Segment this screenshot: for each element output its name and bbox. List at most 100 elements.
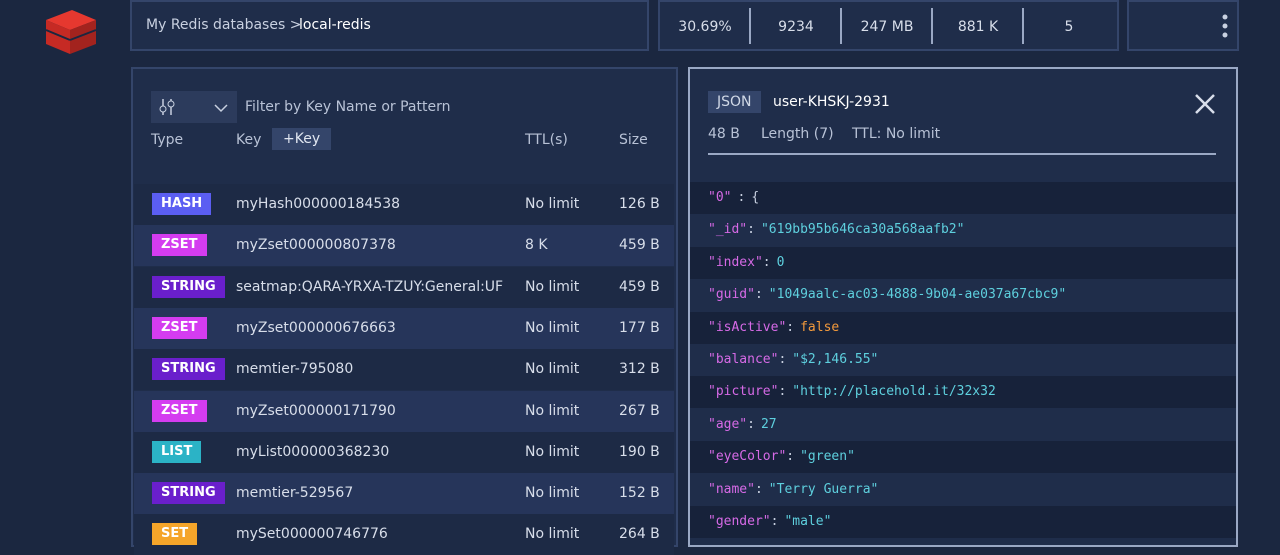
key-name: myZset000000676663 — [236, 319, 396, 336]
json-line: "_id": "619bb95b646ca30a568aafb2" — [690, 214, 1236, 247]
json-separator: : — [737, 190, 746, 205]
key-name: myList000000368230 — [236, 443, 390, 460]
type-badge: LIST — [152, 440, 202, 463]
key-row[interactable]: HASH myHash000000184538 No limit 126 B — [134, 184, 674, 225]
json-line: "eyeColor": "green" — [690, 441, 1236, 474]
key-row[interactable]: ZSET myZset000000676663 No limit 177 B — [134, 307, 674, 349]
breadcrumb-current: local-redis — [299, 17, 371, 33]
key-name: user-KHSKJ-2931 — [773, 94, 890, 110]
stat: 5 — [1064, 19, 1074, 35]
json-separator: : — [778, 352, 787, 367]
key-row[interactable]: STRING memtier-529567 No limit 152 B — [134, 473, 674, 515]
size: 264 B — [619, 526, 660, 543]
stat: 30.69% — [678, 19, 732, 35]
filter-input[interactable]: Filter by Key Name or Pattern — [245, 99, 451, 115]
header-key[interactable]: Key — [236, 132, 262, 148]
json-separator: : — [786, 449, 795, 465]
type-badge: STRING — [152, 358, 225, 381]
breadcrumb-parent[interactable]: My Redis databases > — [146, 17, 302, 33]
type-badge: ZSET — [152, 399, 207, 422]
key-name: myHash000000184538 — [236, 196, 401, 212]
json-key: "age" — [708, 416, 748, 432]
header-type[interactable]: Type — [151, 132, 184, 148]
json-value: "male" — [784, 514, 832, 529]
ttl: No limit — [525, 278, 580, 295]
json-key: "eyeColor" — [708, 449, 787, 465]
stat: 247 MB — [860, 19, 914, 35]
size: 190 B — [619, 443, 660, 460]
json-separator: : — [770, 514, 779, 529]
json-line: "0": { — [690, 182, 1236, 214]
stat-divider — [749, 8, 751, 44]
ttl: No limit — [525, 443, 580, 460]
type-badge: SET — [152, 523, 198, 546]
key-name: myZset000000171790 — [236, 402, 396, 419]
add-key-button[interactable]: +Key — [272, 128, 332, 150]
type-badge: ZSET — [152, 316, 207, 339]
key-row[interactable]: ZSET myZset000000171790 No limit 267 B — [134, 390, 674, 432]
header-ttl[interactable]: TTL(s) — [525, 132, 568, 148]
json-line: "name": "Terry Guerra" — [690, 473, 1236, 506]
size: 126 B — [619, 196, 660, 212]
json-value: "green" — [800, 449, 855, 465]
key-name: seatmap:QARA-YRXA-TZUY:General:UF — [236, 278, 504, 295]
json-value: "http://placehold.it/32x32 — [792, 384, 996, 400]
stat-divider — [931, 8, 933, 44]
json-line: "index": 0 — [690, 246, 1236, 279]
json-line: "picture": "http://placehold.it/32x32 — [690, 376, 1236, 409]
redis-logo — [45, 10, 97, 54]
key-name: mySet000000746776 — [236, 526, 388, 543]
size: 177 B — [619, 319, 660, 336]
header-size[interactable]: Size — [619, 132, 648, 148]
json-separator: : — [778, 384, 787, 400]
stat: 9234 — [778, 19, 814, 35]
json-separator: : — [754, 481, 763, 497]
json-line: "balance": "$2,146.55" — [690, 344, 1236, 376]
key-row[interactable]: ZSET myZset000000807378 8 K 459 B — [134, 225, 674, 267]
json-separator: : — [762, 254, 771, 270]
close-button[interactable] — [1194, 93, 1216, 115]
breadcrumb-bar: My Redis databases > local-redis — [130, 0, 649, 51]
stat-divider — [1022, 8, 1024, 44]
stat: 881 K — [957, 19, 999, 35]
size: 312 B — [619, 361, 660, 378]
json-value: "1049aalc-ac03-4888-9b04-ae037a67cbc9" — [768, 287, 1067, 303]
json-value: { — [751, 190, 760, 205]
json-value: 0 — [776, 254, 785, 270]
type-badge: STRING — [152, 275, 225, 298]
type-badge: STRING — [152, 482, 225, 505]
key-size: 48 B — [708, 126, 740, 142]
ttl: No limit — [525, 485, 580, 502]
filter-type-select[interactable] — [151, 91, 237, 123]
size: 267 B — [619, 402, 660, 419]
json-key: "index" — [708, 254, 763, 270]
key-row[interactable]: LIST myList000000368230 No limit 190 B — [134, 431, 674, 473]
key-name: memtier-795080 — [236, 361, 354, 378]
json-value: "619bb95b646ca30a568aafb2" — [760, 222, 965, 238]
ttl: 8 K — [525, 237, 548, 254]
json-key: "_id" — [708, 222, 748, 238]
key-row[interactable]: STRING memtier-795080 No limit 312 B — [134, 349, 674, 391]
size: 152 B — [619, 485, 660, 502]
ttl: No limit — [525, 319, 580, 336]
type-badge: ZSET — [152, 234, 207, 257]
key-ttl: TTL: No limit — [852, 126, 941, 142]
json-value: 27 — [760, 416, 777, 432]
stats-bar: 30.69% 9234 247 MB 881 K 5 — [658, 0, 1119, 51]
json-separator: : — [786, 319, 795, 335]
json-separator: : — [747, 222, 755, 238]
json-key: "picture" — [708, 384, 779, 400]
json-key: "gender" — [708, 514, 771, 529]
json-key: "isActive" — [708, 319, 787, 335]
ttl: No limit — [525, 196, 580, 212]
ttl: No limit — [525, 526, 580, 543]
divider — [708, 153, 1216, 155]
key-row[interactable]: STRING seatmap:QARA-YRXA-TZUY:General:UF N… — [134, 266, 674, 308]
json-key: "guid" — [708, 287, 755, 303]
stat-divider — [840, 8, 842, 44]
size: 459 B — [619, 237, 660, 254]
key-row[interactable]: SET mySet000000746776 No limit 264 B — [134, 514, 674, 555]
json-key: "0" — [708, 190, 732, 205]
menu-button[interactable] — [1221, 14, 1229, 40]
